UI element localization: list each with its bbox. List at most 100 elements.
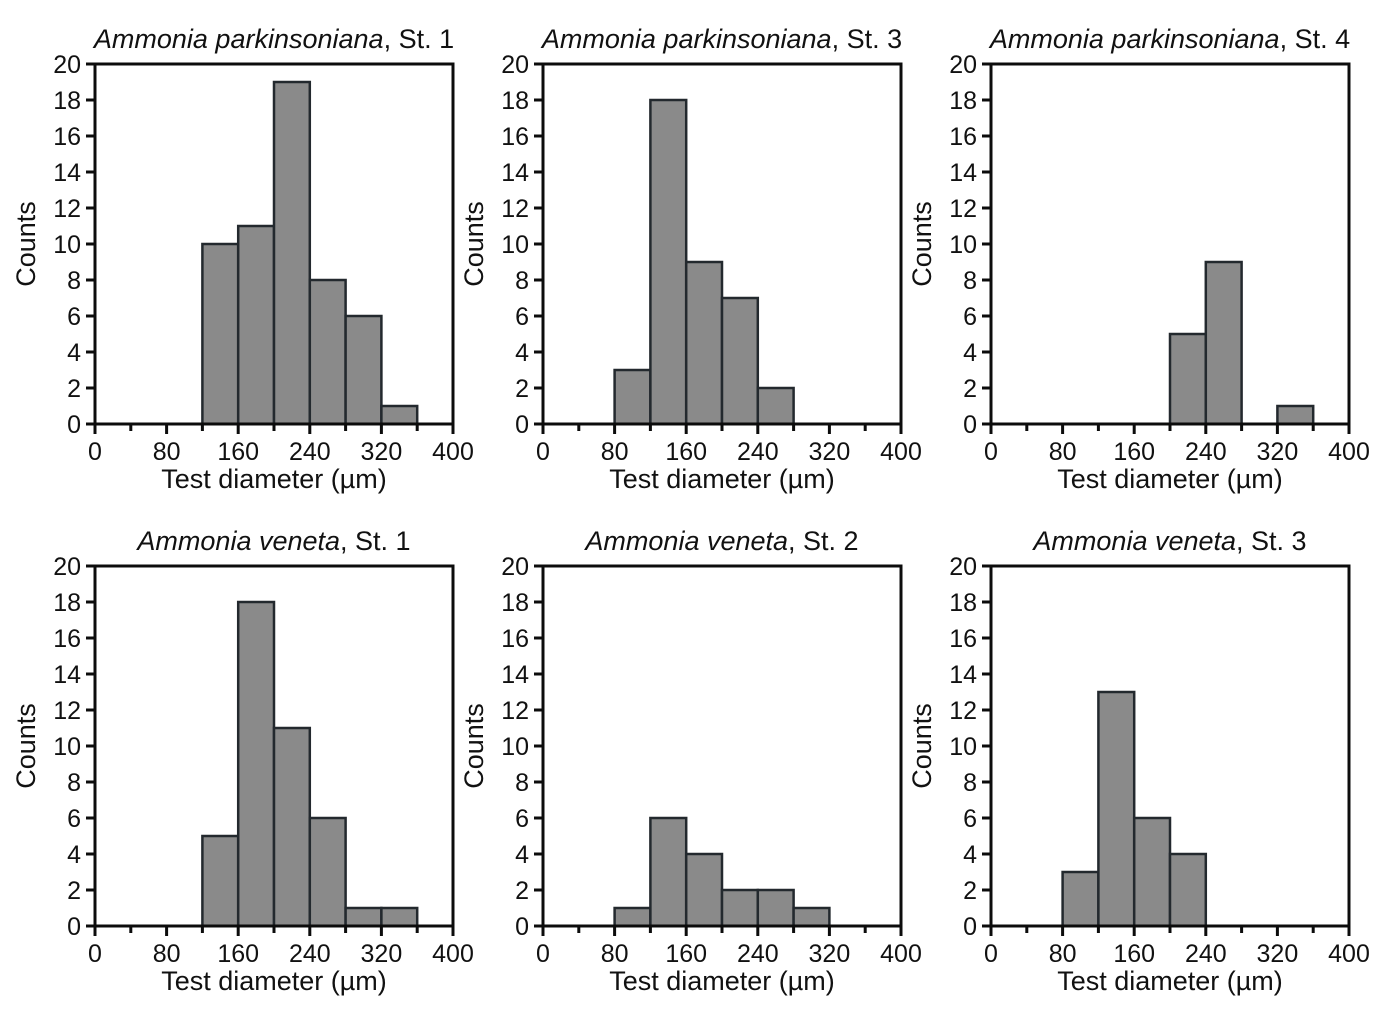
x-tick-label: 240 (737, 940, 779, 968)
histogram-bar (380, 906, 419, 928)
y-axis-label: Counts (11, 703, 41, 789)
histogram-ammonia-parkinsoniana-st3: 0 80 160 240 320 400 0 2 4 6 8 10 12 14 16 18 20 Ammonia … (459, 24, 922, 494)
x-tick-label: 400 (880, 940, 922, 968)
y-tick-label: 20 (53, 553, 81, 581)
y-tick-label: 14 (53, 661, 81, 689)
histogram-bar (1061, 870, 1100, 928)
histogram-bar (380, 404, 419, 426)
y-axis-label: Counts (459, 703, 489, 789)
x-tick-label: 160 (665, 438, 707, 466)
histogram-bar (344, 906, 383, 928)
y-tick-label: 8 (515, 267, 529, 295)
x-tick-label: 400 (432, 940, 474, 968)
histogram-bar (720, 296, 760, 426)
x-tick-label: 160 (1113, 940, 1155, 968)
y-tick-label: 0 (67, 913, 81, 941)
y-tick-label: 10 (949, 733, 977, 761)
y-tick-label: 12 (949, 697, 977, 725)
x-tick-label: 160 (1113, 438, 1155, 466)
y-tick-label: 16 (949, 123, 977, 151)
y-tick-label: 20 (949, 553, 977, 581)
x-tick-label: 0 (984, 438, 998, 466)
y-tick-label: 0 (963, 411, 977, 439)
histogram-bar (1204, 260, 1243, 426)
y-tick-label: 0 (515, 913, 529, 941)
chart-title: Ammonia veneta, St. 1 (135, 526, 410, 556)
y-tick-label: 6 (67, 805, 81, 833)
histogram-bar (272, 80, 312, 426)
x-tick-label: 240 (289, 940, 331, 968)
histogram-bar (272, 726, 312, 928)
histogram-panel-ammonia-parkinsoniana-st4: 0 80 160 240 320 400 0 2 4 6 8 10 12 14 16 18 20 Ammonia … (896, 2, 1370, 504)
y-tick-label: 2 (67, 375, 81, 403)
y-tick-label: 16 (53, 123, 81, 151)
y-tick-label: 6 (963, 303, 977, 331)
histogram-ammonia-veneta-st3: 0 80 160 240 320 400 0 2 4 6 8 10 12 14 16 18 20 Ammonia … (907, 526, 1370, 996)
y-tick-label: 12 (501, 195, 529, 223)
y-tick-label: 4 (515, 841, 529, 869)
y-tick-label: 16 (949, 625, 977, 653)
histogram-bar (1276, 404, 1315, 426)
y-tick-label: 6 (963, 805, 977, 833)
histogram-bar (236, 224, 276, 426)
x-tick-label: 320 (809, 438, 851, 466)
x-axis-label: Test diameter (µm) (609, 966, 835, 996)
histogram-panel-ammonia-veneta-st2: 0 80 160 240 320 400 0 2 4 6 8 10 12 14 16 18 20 Ammonia … (448, 504, 922, 1006)
y-tick-label: 4 (67, 841, 81, 869)
x-tick-label: 80 (153, 438, 181, 466)
x-tick-label: 160 (665, 940, 707, 968)
histogram-bar (684, 852, 724, 928)
histogram-bar (308, 278, 347, 426)
histogram-bar (1168, 332, 1208, 426)
y-tick-label: 16 (53, 625, 81, 653)
x-tick-label: 160 (217, 940, 259, 968)
histogram-bar (201, 242, 240, 426)
y-tick-label: 12 (53, 195, 81, 223)
y-tick-label: 10 (53, 733, 81, 761)
x-tick-label: 400 (880, 438, 922, 466)
histogram-bar (1132, 816, 1172, 928)
y-tick-label: 10 (501, 733, 529, 761)
y-axis-label: Counts (459, 201, 489, 287)
y-tick-label: 4 (67, 339, 81, 367)
y-tick-label: 18 (53, 87, 81, 115)
x-tick-label: 80 (601, 940, 629, 968)
y-tick-label: 0 (515, 411, 529, 439)
histogram-bar (344, 314, 383, 426)
histogram-ammonia-parkinsoniana-st1: 0 80 160 240 320 400 0 2 4 6 8 10 12 14 16 18 20 Ammonia … (11, 24, 474, 494)
y-tick-label: 14 (949, 159, 977, 187)
y-axis-label: Counts (907, 703, 937, 789)
histogram-bar (201, 834, 240, 928)
x-tick-label: 400 (432, 438, 474, 466)
y-tick-label: 20 (501, 553, 529, 581)
x-tick-label: 320 (361, 940, 403, 968)
histogram-bar (649, 98, 688, 426)
histogram-bar (684, 260, 724, 426)
x-tick-label: 240 (289, 438, 331, 466)
y-tick-label: 12 (949, 195, 977, 223)
x-tick-label: 0 (88, 940, 102, 968)
histogram-bar (613, 906, 652, 928)
histogram-panel-ammonia-parkinsoniana-st1: 0 80 160 240 320 400 0 2 4 6 8 10 12 14 16 18 20 Ammonia … (0, 2, 474, 504)
x-tick-label: 320 (361, 438, 403, 466)
y-tick-label: 18 (501, 589, 529, 617)
x-axis-label: Test diameter (µm) (1057, 966, 1283, 996)
y-tick-label: 20 (501, 51, 529, 79)
y-tick-label: 12 (53, 697, 81, 725)
y-tick-label: 10 (501, 231, 529, 259)
y-tick-label: 2 (67, 877, 81, 905)
x-tick-label: 320 (1257, 438, 1299, 466)
x-tick-label: 240 (1185, 438, 1227, 466)
y-tick-label: 20 (53, 51, 81, 79)
x-axis-label: Test diameter (µm) (1057, 464, 1283, 494)
y-tick-label: 14 (501, 661, 529, 689)
x-tick-label: 80 (153, 940, 181, 968)
chart-title: Ammonia parkinsoniana, St. 3 (540, 24, 902, 54)
chart-title: Ammonia veneta, St. 3 (1031, 526, 1306, 556)
histogram-bar (720, 888, 760, 928)
y-tick-label: 2 (963, 877, 977, 905)
chart-title: Ammonia parkinsoniana, St. 1 (92, 24, 454, 54)
x-tick-label: 160 (217, 438, 259, 466)
y-tick-label: 16 (501, 625, 529, 653)
y-tick-label: 18 (53, 589, 81, 617)
